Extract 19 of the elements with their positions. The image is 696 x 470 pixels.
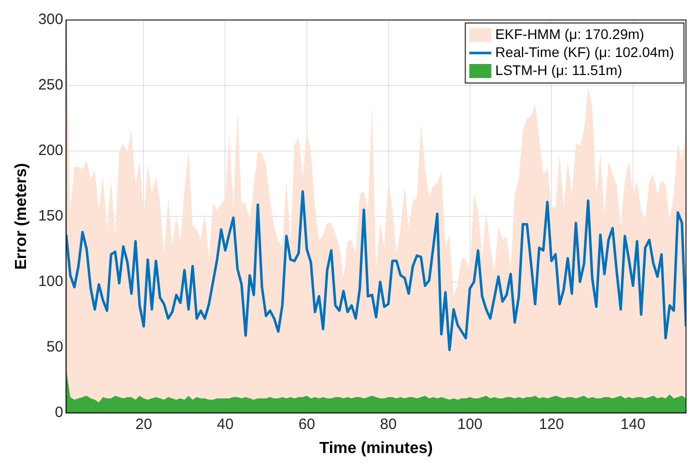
y-tick-label: 0	[54, 404, 64, 421]
y-axis-title: Error (meters)	[13, 163, 30, 270]
x-tick-label: 40	[216, 416, 234, 433]
y-tick-label: 200	[38, 142, 64, 160]
x-tick-label: 80	[380, 416, 397, 433]
x-tick-label: 60	[298, 416, 316, 433]
legend-label: Real-Time (KF) (μ: 102.04m)	[495, 44, 674, 60]
x-tick-label: 20	[135, 416, 152, 433]
x-tick-label: 120	[538, 416, 564, 433]
y-tick-label: 100	[38, 273, 64, 290]
y-tick-label: 50	[46, 338, 64, 356]
x-tick-label: 140	[620, 416, 646, 433]
x-axis-title: Time (minutes)	[319, 440, 433, 457]
y-tick-label: 250	[38, 76, 64, 94]
legend-label: EKF-HMM (μ: 170.29m)	[495, 26, 644, 42]
legend-label: LSTM-H (μ: 11.51m)	[495, 62, 622, 78]
x-tick-label: 100	[457, 416, 482, 433]
y-tick-label: 300	[38, 11, 64, 28]
y-tick-label: 150	[38, 208, 64, 225]
